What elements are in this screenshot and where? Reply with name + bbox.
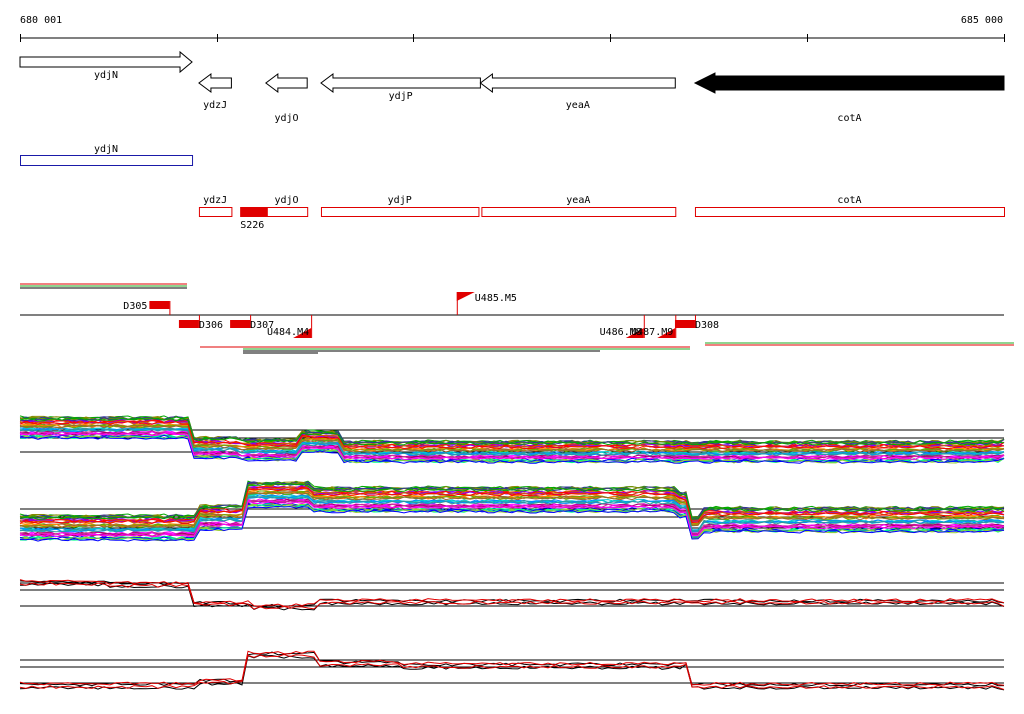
expression-trace	[19, 581, 1005, 610]
expression-trace	[19, 495, 1005, 533]
feature-label-U484.M4: U484.M4	[267, 327, 309, 338]
site-S226[interactable]	[240, 207, 268, 217]
expression-trace	[19, 436, 1005, 464]
gene-label-ydjO: ydjO	[274, 113, 298, 124]
gene-arrow-cotA[interactable]	[693, 72, 1005, 94]
gene-arrow-ydjP[interactable]	[320, 73, 481, 93]
expression-trace	[19, 432, 1005, 461]
blue-region-track: ydjN	[20, 144, 194, 166]
expression-trace	[19, 435, 1005, 464]
red-region-label: ydjO	[274, 195, 298, 206]
expression-trace	[19, 579, 1005, 607]
ruler-end-label: 685 000	[961, 15, 1003, 26]
expression-panel-multi-lower	[19, 480, 1005, 542]
expression-trace	[19, 500, 1005, 538]
feature-label-D305: D305	[123, 301, 147, 312]
gene-arrow-yeaA[interactable]	[479, 73, 676, 93]
expression-trace	[19, 491, 1005, 529]
red-region-ydzJ[interactable]	[198, 207, 233, 217]
red-region-track: ydzJ ydjO ydjP yeaA cotA S226	[198, 195, 1006, 231]
red-region-label: cotA	[837, 195, 861, 206]
site-label: S226	[240, 220, 264, 231]
feature-label-D307: D307	[250, 320, 274, 331]
expression-panel-pair-upper	[19, 579, 1005, 611]
ruler-ticks	[20, 34, 1005, 42]
feature-label-D306: D306	[199, 320, 223, 331]
red-region-label: ydzJ	[203, 195, 227, 206]
feature-flag-U484.M4[interactable]	[293, 328, 312, 338]
expression-trace	[19, 428, 1005, 457]
gene-arrow-ydjO[interactable]	[265, 73, 308, 93]
feature-coverage-lines	[20, 283, 1014, 354]
red-region-label: ydjP	[388, 195, 412, 206]
expression-trace	[19, 504, 1005, 542]
feature-label-D308: D308	[695, 320, 719, 331]
feature-block-D306[interactable]	[178, 320, 199, 328]
coordinate-ruler: 680 001 685 000	[20, 15, 1005, 42]
gene-arrow-ydzJ[interactable]	[198, 73, 232, 93]
feature-label-U485.M5: U485.M5	[475, 293, 517, 304]
feature-flag-U485.M5[interactable]	[456, 292, 475, 301]
gene-label-cotA: cotA	[837, 113, 861, 124]
expression-trace	[19, 424, 1005, 453]
blue-region-label: ydjN	[94, 144, 118, 155]
expression-trace	[19, 505, 1005, 542]
expression-trace	[19, 487, 1005, 525]
red-region-cotA[interactable]	[694, 207, 1006, 217]
gene-label-ydjP: ydjP	[389, 91, 413, 102]
gene-arrow-ydjN[interactable]	[19, 50, 193, 74]
feature-block-D305[interactable]	[149, 301, 170, 309]
red-region-yeaA[interactable]	[481, 207, 677, 217]
feature-flag-U487.M9[interactable]	[657, 328, 676, 338]
feature-flag-U486.M8[interactable]	[625, 328, 644, 338]
expression-trace	[19, 421, 1005, 450]
expression-trace	[19, 653, 1005, 690]
feature-block-D308[interactable]	[674, 320, 695, 328]
expression-trace	[19, 650, 1005, 686]
expression-panel-multi-upper	[19, 415, 1005, 464]
red-region-ydjP[interactable]	[320, 207, 480, 217]
red-region-ydjO[interactable]	[265, 207, 309, 217]
feature-label-U487.M9: U487.M9	[631, 327, 673, 338]
gene-label-ydzJ: ydzJ	[203, 100, 227, 111]
gene-label-yeaA: yeaA	[566, 100, 590, 111]
expression-trace	[19, 483, 1005, 520]
blue-region-ydjN[interactable]	[20, 155, 194, 166]
expression-trace	[19, 417, 1005, 446]
red-region-label: yeaA	[566, 195, 590, 206]
gene-label-ydjN: ydjN	[94, 70, 118, 81]
ruler-start-label: 680 001	[20, 15, 62, 26]
feature-block-D307[interactable]	[230, 320, 251, 328]
expression-panel-pair-lower	[19, 650, 1005, 691]
gene-track: ydjN ydzJ ydjO ydjP yeaA cotA	[19, 50, 1005, 124]
feature-label-U486.M8: U486.M8	[600, 327, 642, 338]
expression-trace	[19, 582, 1005, 611]
